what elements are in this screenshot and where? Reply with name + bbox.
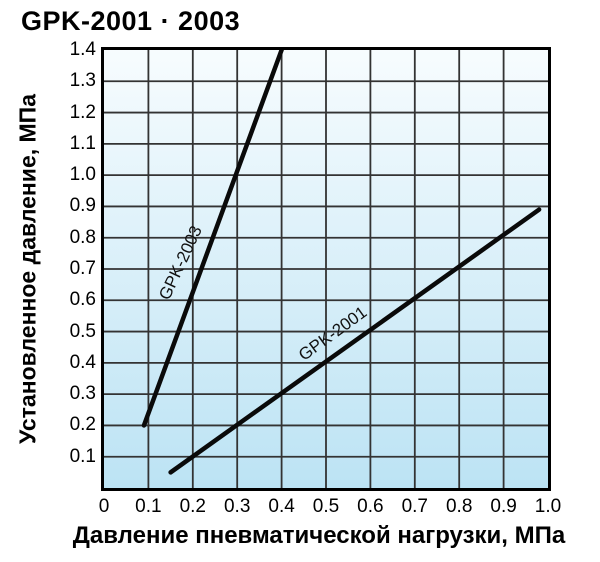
x-tick-label: 0.1 (135, 496, 162, 517)
x-axis-title: Давление пневматической нагрузки, МПа (72, 522, 566, 549)
series-line-gpk-2003 (141, 50, 284, 428)
x-tick-label: 0.8 (445, 496, 473, 517)
y-tick-label: 0.8 (69, 226, 96, 248)
x-tick-label: 0.2 (179, 496, 206, 517)
y-tick-label: 1.1 (69, 132, 96, 154)
series-line-gpk-2001 (168, 207, 542, 475)
x-tick-label: 0.5 (312, 496, 340, 517)
x-tick-label: 0.6 (357, 496, 384, 517)
y-tick-label: 0.3 (69, 383, 96, 405)
y-tick-label: 1.3 (69, 70, 96, 92)
y-tick-label: 0.6 (69, 289, 96, 311)
x-tick-label: 0.3 (223, 496, 251, 517)
y-tick-label: 0.2 (69, 414, 96, 436)
x-tick-label: 0 (98, 496, 110, 517)
x-tick-label: 0.7 (401, 496, 428, 517)
y-tick-label: 0.4 (69, 351, 96, 373)
y-axis-title: Установленное давление, МПа (14, 93, 41, 445)
plot-area: GPK-2003 GPK-2001 (101, 47, 551, 491)
x-tick-label: 0.9 (490, 496, 517, 517)
y-tick-label: 0.5 (69, 320, 96, 342)
y-tick-label: 0.9 (69, 195, 96, 217)
y-tick-label: 1.2 (69, 101, 96, 123)
y-tick-label: 1.4 (69, 39, 96, 60)
x-tick-label: 0.4 (268, 496, 295, 517)
x-tick-label: 1.0 (534, 496, 562, 517)
chart-title: GPK-2001 · 2003 (21, 6, 241, 36)
y-tick-label: 0.7 (69, 258, 96, 279)
chart-canvas (104, 50, 548, 488)
y-tick-label: 1.0 (69, 164, 96, 186)
y-tick-label: 0.1 (69, 445, 96, 467)
